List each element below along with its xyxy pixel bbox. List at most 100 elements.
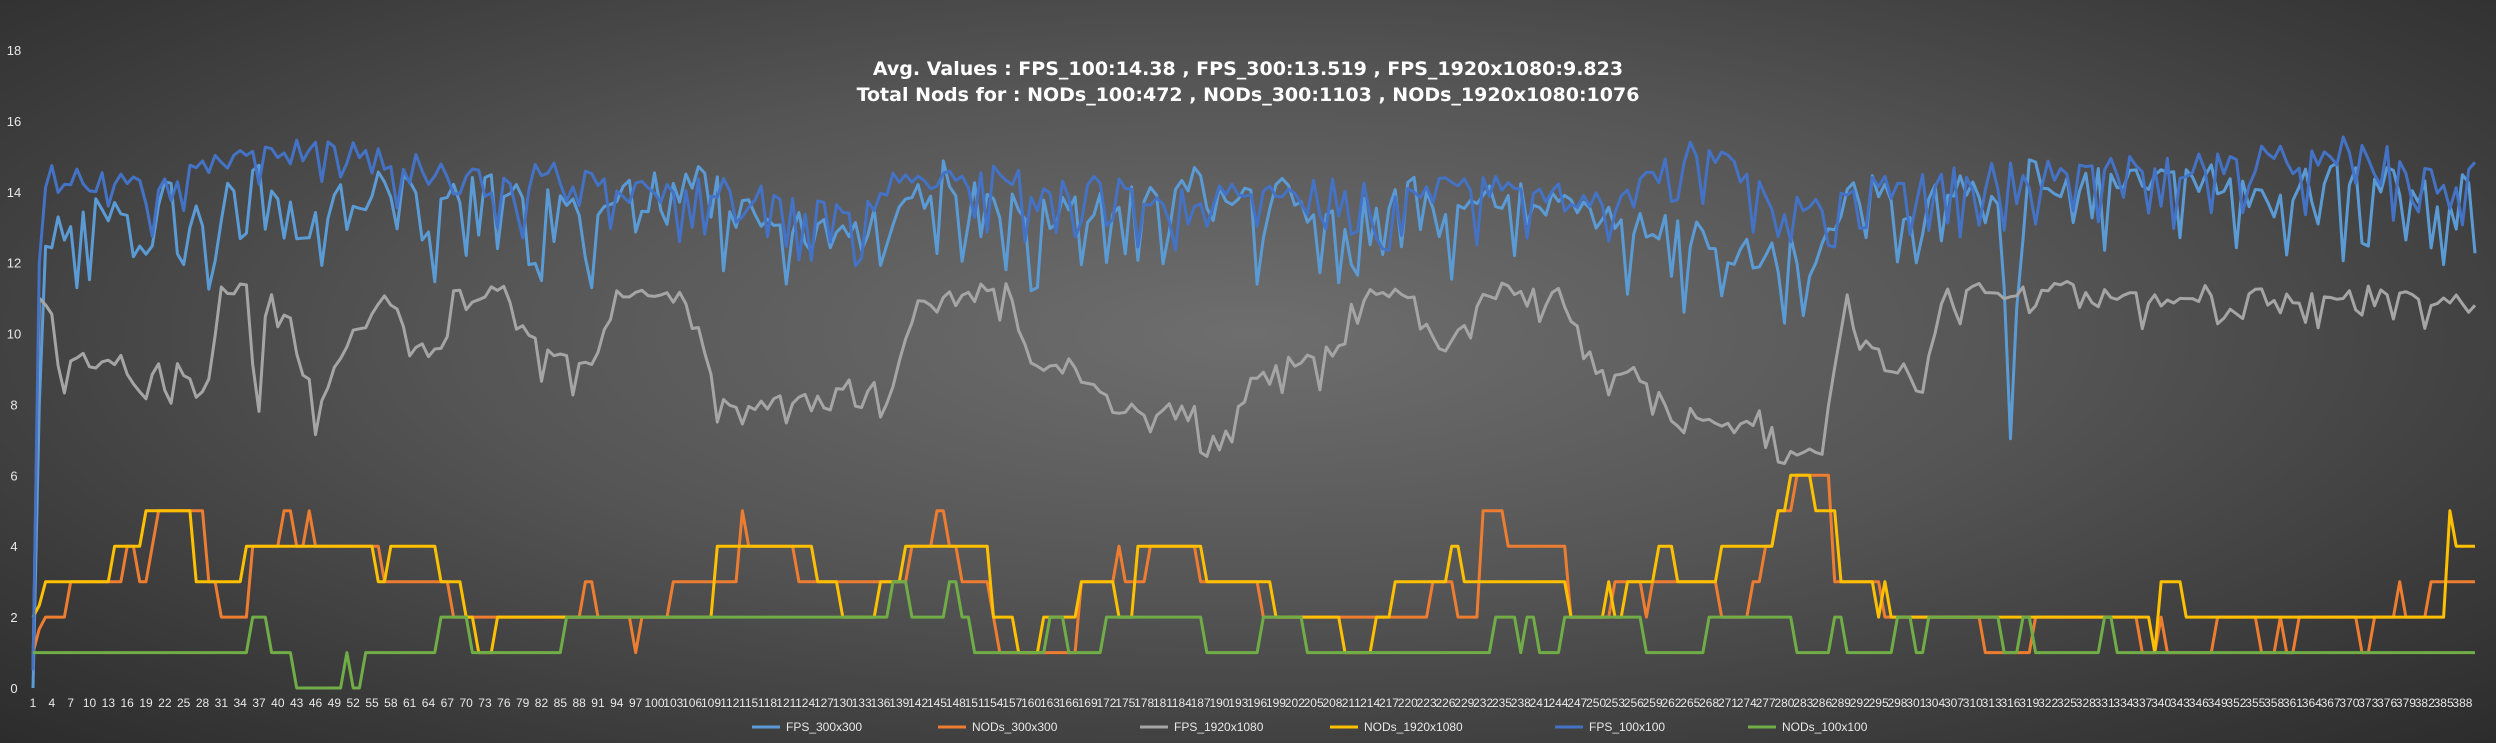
x-tick-label: 7 (67, 696, 74, 710)
x-tick-label: 46 (309, 696, 323, 710)
x-tick-label: 145 (927, 696, 947, 710)
x-tick-label: 97 (629, 696, 643, 710)
x-tick-label: 157 (1002, 696, 1022, 710)
x-tick-label: 106 (682, 696, 702, 710)
x-tick-label: 112 (720, 696, 739, 710)
x-tick-label: 187 (1191, 696, 1211, 710)
series-line-nods-100x100 (33, 580, 2475, 690)
y-tick-label: 16 (7, 114, 21, 129)
x-tick-label: 376 (2377, 696, 2397, 710)
x-tick-label: 334 (2113, 696, 2133, 710)
x-tick-label: 55 (365, 696, 379, 710)
x-tick-label: 205 (1304, 696, 1324, 710)
x-tick-label: 265 (1680, 696, 1700, 710)
x-tick-label: 40 (271, 696, 285, 710)
x-tick-label: 367 (2321, 696, 2341, 710)
x-tick-label: 259 (1643, 696, 1663, 710)
y-tick-label: 6 (10, 468, 17, 483)
x-tick-label: 262 (1661, 696, 1681, 710)
x-tick-label: 307 (1944, 696, 1964, 710)
x-tick-label: 127 (814, 696, 834, 710)
x-tick-label: 268 (1699, 696, 1719, 710)
x-tick-label: 16 (120, 696, 134, 710)
x-tick-label: 172 (1096, 696, 1116, 710)
x-tick-label: 133 (852, 696, 872, 710)
chart-title-line-2: Total Nods for : NODs_100:472 , NODs_300… (857, 84, 1640, 106)
x-tick-label: 1 (30, 696, 37, 710)
x-tick-label: 277 (1756, 696, 1776, 710)
legend-label: FPS_100x100 (1589, 720, 1665, 734)
x-tick-label: 184 (1172, 696, 1192, 710)
x-tick-label: 178 (1134, 696, 1154, 710)
x-tick-label: 211 (1342, 696, 1361, 710)
series-line-fps-100x100 (31, 135, 2477, 671)
series-line-nods-300x300 (31, 473, 2475, 655)
x-tick-label: 34 (233, 696, 247, 710)
x-tick-label: 151 (965, 696, 985, 710)
x-tick-label: 202 (1285, 696, 1305, 710)
x-tick-label: 118 (758, 696, 777, 710)
x-tick-label: 88 (572, 696, 586, 710)
x-tick-label: 226 (1435, 696, 1455, 710)
x-tick-label: 10 (83, 696, 97, 710)
x-tick-label: 61 (403, 696, 417, 710)
x-tick-label: 316 (2000, 696, 2020, 710)
x-tick-label: 193 (1228, 696, 1248, 710)
x-tick-label: 229 (1454, 696, 1474, 710)
x-tick-label: 247 (1567, 696, 1587, 710)
x-tick-label: 388 (2452, 696, 2472, 710)
x-tick-label: 349 (2208, 696, 2228, 710)
x-tick-label: 154 (983, 696, 1003, 710)
x-tick-label: 136 (870, 696, 890, 710)
series-line-fps-1920x1080 (31, 279, 2477, 671)
x-tick-label: 325 (2057, 696, 2077, 710)
x-tick-label: 385 (2434, 696, 2454, 710)
x-tick-label: 250 (1586, 696, 1606, 710)
x-tick-label: 37 (252, 696, 266, 710)
x-tick-label: 370 (2339, 696, 2359, 710)
x-tick-label: 169 (1078, 696, 1098, 710)
x-tick-label: 79 (516, 696, 530, 710)
x-tick-label: 220 (1398, 696, 1418, 710)
x-tick-label: 142 (908, 696, 928, 710)
y-tick-label: 2 (10, 610, 17, 625)
x-tick-label: 298 (1887, 696, 1907, 710)
x-tick-label: 13 (102, 696, 116, 710)
x-tick-label: 304 (1925, 696, 1945, 710)
x-tick-label: 103 (663, 696, 683, 710)
y-tick-label: 18 (7, 43, 21, 58)
x-tick-label: 301 (1906, 696, 1926, 710)
x-tick-label: 139 (889, 696, 909, 710)
x-tick-label: 379 (2396, 696, 2416, 710)
y-tick-label: 10 (7, 327, 21, 342)
x-tick-label: 232 (1473, 696, 1493, 710)
x-tick-label: 217 (1379, 696, 1399, 710)
x-tick-label: 190 (1209, 696, 1229, 710)
x-tick-label: 94 (610, 696, 624, 710)
legend-label: NODs_300x300 (972, 720, 1058, 734)
x-tick-label: 130 (833, 696, 853, 710)
x-tick-label: 109 (701, 696, 721, 710)
series-line-fps-300x300 (31, 158, 2477, 689)
x-tick-label: 115 (739, 696, 758, 710)
x-tick-label: 352 (2226, 696, 2246, 710)
x-tick-label: 91 (591, 696, 605, 710)
x-tick-label: 274 (1737, 696, 1757, 710)
x-tick-label: 343 (2170, 696, 2190, 710)
x-tick-label: 361 (2283, 696, 2303, 710)
x-tick-label: 364 (2302, 696, 2322, 710)
x-tick-label: 28 (196, 696, 210, 710)
x-tick-label: 373 (2358, 696, 2378, 710)
x-tick-label: 292 (1850, 696, 1870, 710)
x-tick-label: 43 (290, 696, 304, 710)
series-line-nods-1920x1080 (31, 473, 2475, 655)
x-tick-label: 199 (1266, 696, 1286, 710)
x-tick-label: 148 (946, 696, 966, 710)
y-tick-label: 8 (10, 397, 17, 412)
x-tick-label: 124 (795, 696, 815, 710)
x-tick-label: 25 (177, 696, 191, 710)
x-tick-label: 310 (1963, 696, 1983, 710)
x-tick-label: 22 (158, 696, 172, 710)
